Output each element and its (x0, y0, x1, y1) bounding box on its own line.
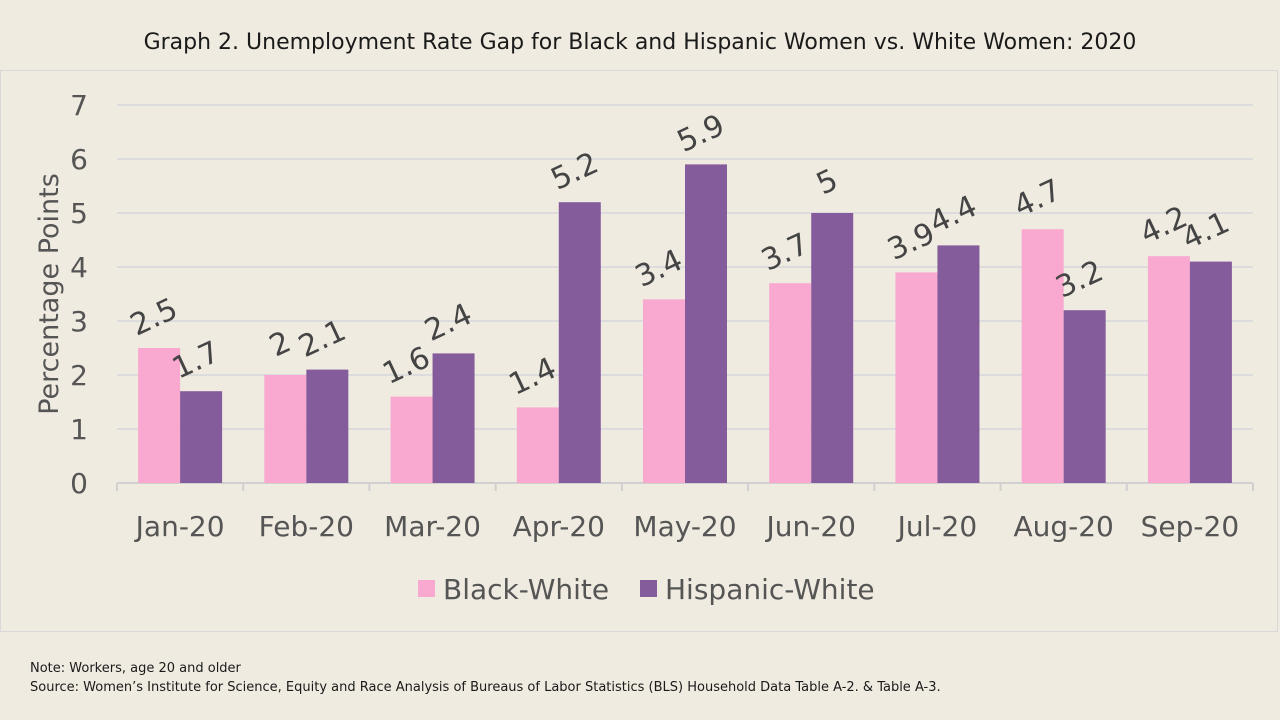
bar-hispanic-white (306, 369, 349, 483)
data-label: 5.2 (546, 146, 604, 198)
x-tick-label: Jan-20 (134, 510, 225, 543)
y-tick-label: 4 (70, 251, 88, 284)
data-label: 4.7 (1009, 173, 1067, 225)
y-axis-label: Percentage Points (34, 173, 65, 415)
bar-black-white (1147, 256, 1190, 483)
source-text: Source: Women’s Institute for Science, E… (30, 680, 941, 695)
y-tick-label: 7 (70, 89, 88, 122)
data-label: 2 (264, 324, 296, 364)
bar-hispanic-white (811, 213, 854, 483)
bar-black-white (769, 283, 812, 483)
chart-title: Graph 2. Unemployment Rate Gap for Black… (143, 30, 1137, 55)
y-tick-label: 3 (70, 305, 88, 338)
bar-hispanic-white (937, 245, 980, 483)
bar-hispanic-white (685, 164, 727, 483)
legend-swatch (640, 580, 657, 597)
bar-hispanic-white (1189, 261, 1232, 483)
x-tick-label: Feb-20 (259, 510, 354, 543)
x-tick-label: May-20 (633, 510, 736, 543)
bar-black-white (643, 299, 685, 483)
bar-hispanic-white (432, 353, 475, 483)
notes: Note: Workers, age 20 and older Source: … (30, 659, 941, 697)
y-tick-label: 1 (70, 413, 88, 446)
x-tick-label: Jul-20 (896, 510, 978, 543)
legend-label: Black-White (443, 573, 609, 606)
y-tick-label: 2 (70, 359, 88, 392)
data-label: 3.7 (756, 227, 814, 279)
data-label: 1.6 (378, 340, 436, 392)
bar-black-white (138, 348, 181, 483)
y-axis-ticks: 0 1 2 3 4 5 6 7 (70, 89, 88, 500)
y-tick-label: 0 (70, 467, 88, 500)
note-text: Note: Workers, age 20 and older (30, 661, 241, 676)
bars (138, 164, 1232, 483)
bar-hispanic-white (1063, 310, 1106, 483)
x-tick-label: Mar-20 (384, 510, 481, 543)
x-tick-label: Sep-20 (1141, 510, 1240, 543)
data-label: 5 (811, 162, 843, 202)
y-tick-label: 6 (70, 143, 88, 176)
bar-black-white (264, 375, 307, 483)
y-tick-label: 5 (70, 197, 88, 230)
x-axis-ticks: Jan-20 Feb-20 Mar-20 Apr-20 May-20 Jun-20 Jul-… (134, 510, 1239, 543)
x-tick-label: Apr-20 (513, 510, 605, 543)
bar-black-white (516, 407, 559, 483)
data-label: 1.4 (504, 351, 562, 403)
bar-black-white (895, 272, 938, 483)
x-tick-label: Jun-20 (764, 510, 855, 543)
bar-hispanic-white (180, 391, 223, 483)
data-label: 2.5 (125, 291, 183, 343)
x-tick-label: Aug-20 (1013, 510, 1113, 543)
chart-area (0, 70, 1278, 632)
legend-label: Hispanic-White (665, 573, 875, 606)
legend: Black-White Hispanic-White (418, 573, 875, 606)
bar-black-white (1021, 229, 1064, 483)
bar-hispanic-white (558, 202, 601, 483)
data-label: 3.4 (630, 243, 688, 295)
legend-swatch (418, 580, 435, 597)
data-label: 2.4 (420, 297, 478, 349)
data-label: 5.9 (672, 108, 730, 160)
bar-black-white (390, 396, 433, 483)
